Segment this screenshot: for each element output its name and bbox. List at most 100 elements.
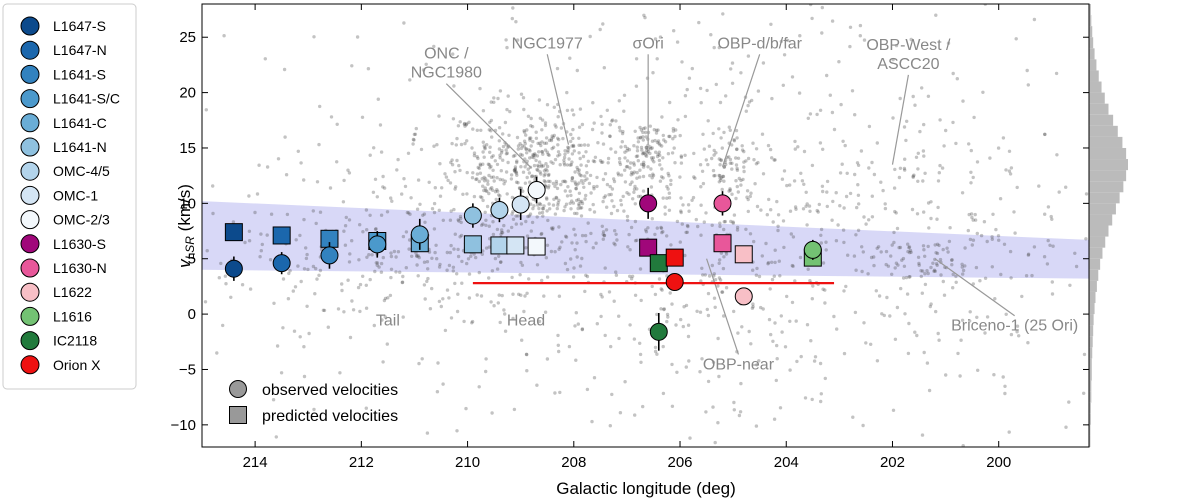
star-point [401,315,405,319]
star-point [537,206,541,211]
star-point [610,118,615,122]
star-point [263,57,267,61]
star-point [933,269,937,273]
observed-l1641-c [410,225,429,244]
star-point [477,179,481,184]
star-point [511,217,516,221]
star-point [825,190,829,194]
star-point [655,312,659,317]
star-point [350,64,354,68]
star-point [807,204,812,208]
star-point [509,177,514,181]
predicted-l1641-n [463,235,482,254]
star-point [542,141,547,145]
star-point [423,297,427,301]
x-tick-label: 200 [986,454,1011,471]
star-point [424,62,428,66]
star-point [771,339,775,343]
star-point [729,67,733,71]
star-point [478,195,483,199]
star-point [700,266,704,270]
star-point [910,207,915,212]
star-point [539,143,543,148]
star-point [381,360,385,364]
star-point [302,345,306,349]
star-point [915,212,920,216]
star-point [408,78,412,82]
star-point [834,191,838,195]
star-point [470,176,475,180]
star-point [485,189,489,193]
star-point [860,269,864,274]
star-point [748,232,753,236]
star-point [701,181,706,186]
star-point [632,144,636,148]
star-point [751,268,755,272]
star-point [456,247,460,252]
star-point [638,136,642,140]
star-point [1032,17,1037,22]
star-point [240,283,245,287]
star-point [459,216,463,221]
star-point [546,152,550,157]
star-point [392,249,397,254]
star-point [815,112,819,117]
star-point [767,197,771,202]
star-point [970,243,974,247]
star-point [555,66,560,71]
star-point [412,138,416,142]
star-point [867,166,871,170]
star-point [462,121,467,126]
star-point [449,243,453,248]
annotation-line: NGC1980 [411,65,482,82]
star-point [679,196,683,200]
legend-marker-l1641-c [20,113,40,133]
histogram-bar [1089,181,1124,193]
star-point [407,247,411,251]
star-point [497,147,502,151]
star-point [804,190,808,194]
star-point [675,219,680,224]
star-point [565,90,569,95]
star-point [638,168,642,172]
star-point [767,317,772,322]
star-point [561,179,565,184]
star-point [623,156,627,160]
star-point [638,267,643,271]
star-point [568,163,572,167]
star-point [990,265,994,269]
star-point [884,262,888,267]
star-point [564,202,569,206]
star-point [1043,132,1047,136]
star-point [495,227,500,232]
star-point [500,230,504,235]
star-point [717,276,722,280]
star-point [525,159,529,163]
star-point [705,307,709,312]
star-point [296,149,300,153]
star-point [450,141,454,146]
star-point [563,180,568,184]
star-point [388,293,393,298]
star-point [607,290,612,294]
star-point [456,124,461,128]
star-point [766,262,770,266]
star-point [819,233,823,237]
star-point [544,136,549,140]
star-point [1046,238,1050,243]
star-point [658,35,663,39]
observed-l1622 [734,287,753,306]
star-point [437,299,442,304]
star-point [291,289,295,293]
star-point [586,159,590,163]
star-point [652,160,656,164]
histogram-bar [1089,413,1091,425]
star-point [610,187,615,191]
star-point [580,327,585,331]
star-point [638,194,643,198]
legend-label-l1630-n: L1630-N [53,260,107,276]
star-point [951,71,955,76]
star-point [520,153,524,157]
star-point [533,177,537,182]
star-point [746,197,750,202]
